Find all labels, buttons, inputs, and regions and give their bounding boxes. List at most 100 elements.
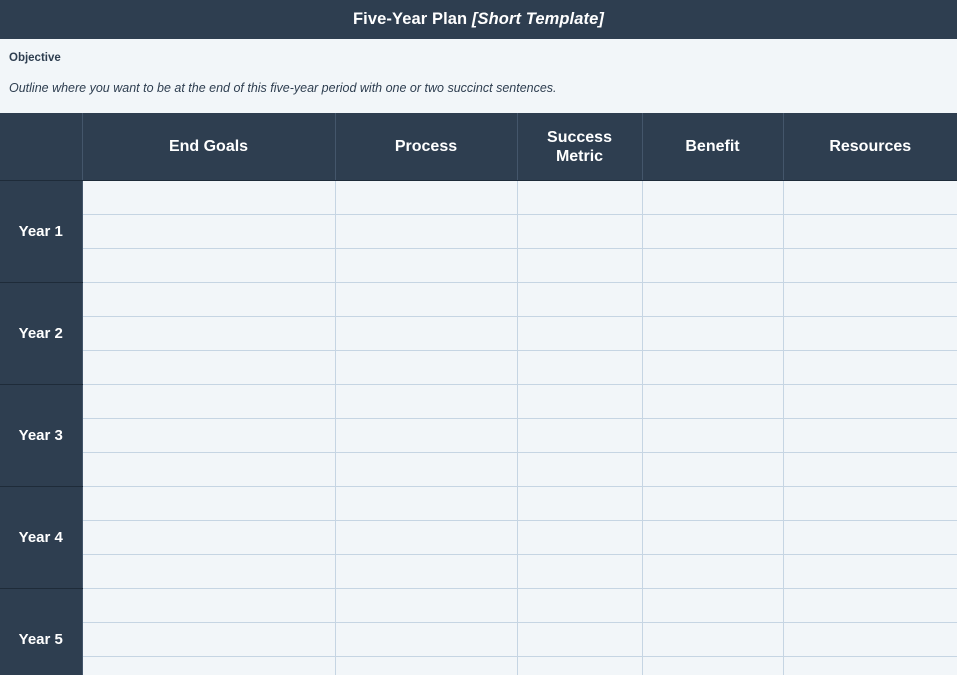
column-header-success-metric: Success Metric bbox=[517, 113, 643, 181]
page-title-template-tag: [Short Template] bbox=[467, 10, 604, 28]
data-cell[interactable] bbox=[335, 418, 518, 453]
data-cell[interactable] bbox=[783, 282, 957, 317]
data-cell[interactable] bbox=[783, 554, 957, 589]
data-cell[interactable] bbox=[642, 554, 784, 589]
data-cell[interactable] bbox=[783, 486, 957, 521]
data-cell[interactable] bbox=[82, 282, 336, 317]
data-cell[interactable] bbox=[642, 656, 784, 675]
document-title-bar: Five-Year Plan [Short Template] bbox=[0, 0, 957, 39]
data-cell[interactable] bbox=[335, 350, 518, 385]
data-cell[interactable] bbox=[82, 418, 336, 453]
five-year-plan-table: End Goals Process Success Metric Benefit… bbox=[0, 113, 957, 675]
data-cell[interactable] bbox=[82, 316, 336, 351]
data-cell[interactable] bbox=[642, 248, 784, 283]
data-cell[interactable] bbox=[517, 418, 643, 453]
data-cell[interactable] bbox=[335, 180, 518, 215]
data-cell[interactable] bbox=[82, 656, 336, 675]
data-cell[interactable] bbox=[517, 554, 643, 589]
data-cell[interactable] bbox=[642, 316, 784, 351]
data-cell[interactable] bbox=[82, 622, 336, 657]
data-cell[interactable] bbox=[642, 350, 784, 385]
data-cell[interactable] bbox=[82, 180, 336, 215]
data-cell[interactable] bbox=[783, 316, 957, 351]
table-row bbox=[0, 248, 957, 283]
year-label-cell: Year 5 bbox=[0, 588, 83, 675]
table-row bbox=[0, 622, 957, 657]
data-cell[interactable] bbox=[517, 282, 643, 317]
data-cell[interactable] bbox=[82, 588, 336, 623]
objective-label: Objective bbox=[9, 52, 61, 64]
year-label-cell: Year 4 bbox=[0, 486, 83, 589]
data-cell[interactable] bbox=[642, 418, 784, 453]
table-row: Year 4 bbox=[0, 486, 957, 589]
data-cell[interactable] bbox=[517, 180, 643, 215]
data-cell[interactable] bbox=[335, 316, 518, 351]
table-row bbox=[0, 316, 957, 351]
data-cell[interactable] bbox=[335, 248, 518, 283]
data-cell[interactable] bbox=[82, 248, 336, 283]
data-cell[interactable] bbox=[642, 486, 784, 521]
table-row: Year 3 bbox=[0, 384, 957, 487]
data-cell[interactable] bbox=[335, 282, 518, 317]
data-cell[interactable] bbox=[642, 622, 784, 657]
data-cell[interactable] bbox=[335, 622, 518, 657]
data-cell[interactable] bbox=[335, 486, 518, 521]
data-cell[interactable] bbox=[642, 282, 784, 317]
data-cell[interactable] bbox=[517, 622, 643, 657]
data-cell[interactable] bbox=[517, 656, 643, 675]
data-cell[interactable] bbox=[335, 554, 518, 589]
data-cell[interactable] bbox=[517, 520, 643, 555]
data-cell[interactable] bbox=[517, 214, 643, 249]
data-cell[interactable] bbox=[642, 520, 784, 555]
data-cell[interactable] bbox=[642, 588, 784, 623]
data-cell[interactable] bbox=[783, 180, 957, 215]
data-cell[interactable] bbox=[335, 384, 518, 419]
data-cell[interactable] bbox=[82, 452, 336, 487]
data-cell[interactable] bbox=[335, 656, 518, 675]
table-row bbox=[0, 350, 957, 385]
data-cell[interactable] bbox=[783, 622, 957, 657]
data-cell[interactable] bbox=[335, 452, 518, 487]
data-cell[interactable] bbox=[783, 520, 957, 555]
data-cell[interactable] bbox=[517, 350, 643, 385]
table-body: Year 1 Year 2 Year 3 Year 4 Year 5 bbox=[0, 180, 957, 675]
data-cell[interactable] bbox=[517, 316, 643, 351]
data-cell[interactable] bbox=[783, 384, 957, 419]
data-cell[interactable] bbox=[82, 520, 336, 555]
data-cell[interactable] bbox=[783, 656, 957, 675]
data-cell[interactable] bbox=[335, 214, 518, 249]
year-label-cell: Year 3 bbox=[0, 384, 83, 487]
table-corner-header bbox=[0, 113, 83, 181]
data-cell[interactable] bbox=[517, 248, 643, 283]
data-cell[interactable] bbox=[783, 452, 957, 487]
data-cell[interactable] bbox=[517, 384, 643, 419]
table-row bbox=[0, 452, 957, 487]
page-title-template-text: [Short Template] bbox=[471, 10, 604, 28]
data-cell[interactable] bbox=[783, 350, 957, 385]
data-cell[interactable] bbox=[517, 452, 643, 487]
table-row: Year 1 bbox=[0, 180, 957, 283]
data-cell[interactable] bbox=[335, 588, 518, 623]
page-title-main: Five-Year Plan bbox=[353, 10, 468, 28]
data-cell[interactable] bbox=[783, 588, 957, 623]
data-cell[interactable] bbox=[642, 452, 784, 487]
data-cell[interactable] bbox=[517, 486, 643, 521]
data-cell[interactable] bbox=[517, 588, 643, 623]
data-cell[interactable] bbox=[783, 418, 957, 453]
data-cell[interactable] bbox=[335, 520, 518, 555]
data-cell[interactable] bbox=[783, 214, 957, 249]
data-cell[interactable] bbox=[82, 486, 336, 521]
data-cell[interactable] bbox=[642, 384, 784, 419]
table-row bbox=[0, 418, 957, 453]
data-cell[interactable] bbox=[82, 214, 336, 249]
data-cell[interactable] bbox=[642, 180, 784, 215]
data-cell[interactable] bbox=[82, 350, 336, 385]
data-cell[interactable] bbox=[82, 384, 336, 419]
column-header-resources: Resources bbox=[783, 113, 957, 181]
table-header-row: End Goals Process Success Metric Benefit… bbox=[0, 113, 957, 181]
table-row bbox=[0, 214, 957, 249]
data-cell[interactable] bbox=[783, 248, 957, 283]
data-cell[interactable] bbox=[642, 214, 784, 249]
data-cell[interactable] bbox=[82, 554, 336, 589]
